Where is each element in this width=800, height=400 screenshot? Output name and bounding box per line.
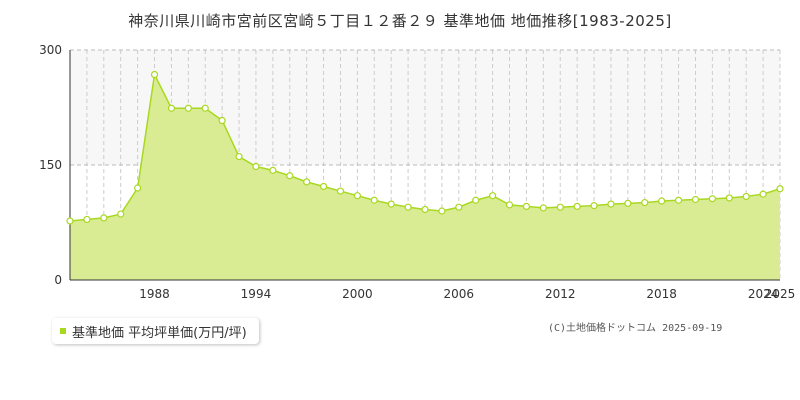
data-point bbox=[184, 104, 192, 112]
data-point bbox=[201, 104, 209, 112]
data-point bbox=[522, 202, 531, 210]
x-tick-label: 2018 bbox=[646, 287, 677, 301]
data-point bbox=[455, 203, 463, 211]
data-point bbox=[556, 203, 564, 211]
data-point bbox=[134, 184, 142, 192]
x-tick-label: 2012 bbox=[545, 287, 576, 301]
data-point bbox=[776, 185, 784, 193]
data-point bbox=[100, 214, 108, 222]
data-point bbox=[83, 215, 91, 224]
data-point bbox=[674, 196, 683, 204]
y-tick-label: 0 bbox=[54, 273, 62, 287]
data-point bbox=[607, 200, 615, 208]
data-point bbox=[218, 116, 226, 125]
y-tick-label: 300 bbox=[39, 43, 62, 57]
data-point bbox=[269, 166, 277, 174]
x-tick-label: 2025 bbox=[765, 287, 796, 301]
legend: 基準地価 平均坪単価(万円/坪) bbox=[52, 318, 259, 344]
data-point bbox=[505, 201, 514, 209]
data-point bbox=[742, 192, 750, 201]
copyright-text: (C)土地価格ドットコム 2025-09-19 bbox=[548, 323, 723, 334]
data-point bbox=[303, 178, 311, 186]
data-point bbox=[66, 217, 74, 225]
y-tick-label: 150 bbox=[39, 158, 62, 172]
data-point bbox=[472, 196, 480, 204]
data-point bbox=[252, 162, 260, 171]
series-area-fill bbox=[70, 74, 780, 281]
series-points bbox=[66, 70, 784, 225]
data-point bbox=[167, 104, 176, 112]
data-point bbox=[691, 195, 700, 204]
x-tick-label: 2006 bbox=[444, 287, 475, 301]
data-point bbox=[641, 198, 649, 207]
data-point bbox=[150, 70, 159, 79]
data-point bbox=[438, 207, 446, 215]
x-tick-label: 1988 bbox=[139, 287, 170, 301]
data-point bbox=[573, 202, 581, 210]
data-point bbox=[387, 200, 395, 208]
chart-title: 神奈川県川崎市宮前区宮崎５丁目１２番２９ 基準地価 地価推移[1983-2025… bbox=[128, 12, 672, 30]
data-point bbox=[489, 192, 497, 200]
data-point bbox=[336, 187, 345, 195]
data-point bbox=[590, 202, 598, 210]
data-point bbox=[235, 152, 243, 161]
x-tick-label: 1994 bbox=[241, 287, 272, 301]
data-point bbox=[353, 192, 361, 200]
data-point bbox=[421, 205, 429, 214]
legend-swatch bbox=[60, 328, 66, 334]
data-point bbox=[759, 190, 767, 198]
data-point bbox=[658, 197, 666, 205]
x-tick-label: 2000 bbox=[342, 287, 373, 301]
data-point bbox=[404, 203, 412, 211]
data-point bbox=[117, 210, 125, 218]
axes bbox=[69, 50, 780, 281]
x-tick-label: 2024 bbox=[748, 287, 779, 301]
data-point bbox=[286, 172, 294, 180]
data-point bbox=[319, 182, 328, 191]
y-tick-labels: 0 150 300 bbox=[39, 43, 62, 287]
data-point bbox=[708, 195, 716, 203]
data-point bbox=[539, 204, 547, 212]
legend-label: 基準地価 平均坪単価(万円/坪) bbox=[72, 325, 247, 341]
data-point bbox=[624, 199, 632, 207]
data-point bbox=[725, 194, 733, 202]
data-point bbox=[370, 196, 378, 204]
